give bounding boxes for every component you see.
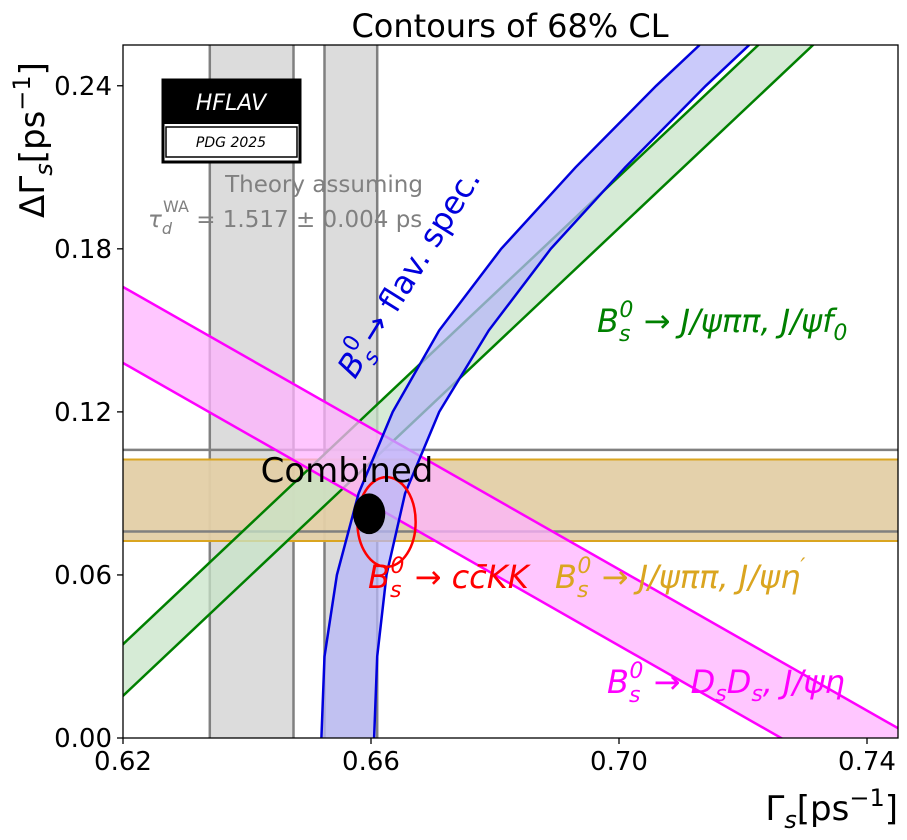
- y-tick-label: 0.06: [54, 561, 112, 591]
- y-tick-label: 0.00: [54, 724, 112, 754]
- dsds-band-lower-edge: [123, 361, 784, 738]
- plot-frame: [122, 44, 899, 739]
- theory-note-line2: τdWA = 1.517 ± 0.004 ps: [148, 197, 422, 238]
- x-axis-label: Γs[ps−1]: [765, 784, 898, 834]
- logo-bottom-text: PDG 2025: [196, 135, 266, 151]
- y-tick-label: 0.24: [54, 72, 112, 102]
- chart-title: Contours of 68% CL: [351, 7, 668, 45]
- dsds-label: Bs0 → DsDs, J/ψη: [607, 659, 845, 708]
- jpsi-etaprime-label: Bs0 → J/ψππ, J/ψη′: [555, 554, 805, 603]
- hflav-logo: HFLAV PDG 2025: [161, 78, 302, 164]
- y-tick-label: 0.18: [54, 235, 112, 265]
- flav-spec-band-fill: [321, 45, 750, 738]
- flav-spec-inner-edge: [320, 45, 701, 738]
- theory-note-line1: Theory assuming: [224, 172, 423, 198]
- combined-label: Combined: [261, 451, 434, 491]
- x-tick-label: 0.70: [590, 747, 648, 777]
- y-tick-label: 0.12: [54, 398, 112, 428]
- x-tick-label: 0.74: [838, 747, 896, 777]
- flav-spec-outer-edge: [372, 45, 751, 738]
- combined-ellipse: [353, 493, 386, 535]
- jpsi-f0-label: Bs0 → J/ψππ, J/ψf0: [597, 298, 847, 347]
- logo-top-text: HFLAV: [196, 91, 268, 116]
- y-axis-label: ΔΓs[ps−1]: [8, 62, 58, 218]
- cckk-label: Bs0 → cc̄KK: [368, 554, 532, 603]
- dsds-band-upper-edge: [123, 285, 898, 730]
- x-tick-label: 0.66: [342, 747, 400, 777]
- jpsi-f0-band-lower-edge: [123, 45, 815, 698]
- x-tick-label: 0.62: [94, 747, 152, 777]
- dsds-band-fill: [123, 286, 898, 738]
- axis-ticks: 0.62 0.66 0.70 0.74 0.00 0.06 0.12 0.18 0.24: [54, 72, 896, 777]
